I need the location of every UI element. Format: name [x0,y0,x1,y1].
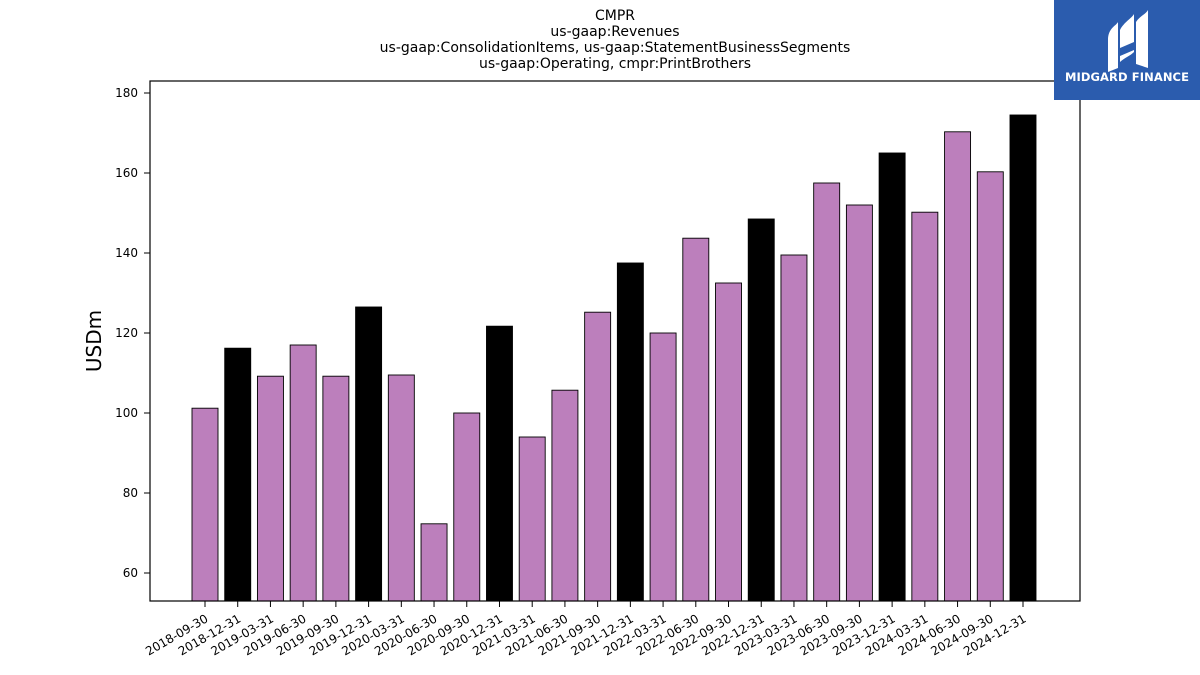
bar [224,347,252,602]
plot-frame [149,80,1081,602]
logo: MIDGARD FINANCE [1054,0,1200,100]
y-tick-label: 100 [115,406,138,420]
bar [780,254,808,602]
bar [355,306,383,602]
bar [911,211,939,602]
bar [453,412,481,602]
y-tick-label: 120 [115,326,138,340]
title-line: us-gaap:ConsolidationItems, us-gaap:Stat… [380,40,851,56]
y-axis-label: USDm [82,310,106,372]
bar [944,131,972,602]
bar [1009,114,1037,602]
bar [584,311,612,602]
title-line: us-gaap:Revenues [550,24,679,40]
bar [649,332,677,602]
bar [486,325,513,602]
chart-title: CMPRus-gaap:Revenuesus-gaap:Consolidatio… [380,8,851,72]
bar [682,237,710,602]
y-tick-label: 160 [115,166,138,180]
y-tick-label: 180 [115,86,138,100]
bar [551,389,579,602]
bar [289,344,317,602]
bar [420,523,448,602]
bar [845,204,873,602]
bar [878,152,906,602]
y-tick-label: 60 [123,566,138,580]
bar [715,282,742,602]
bar [813,182,841,602]
title-line: us-gaap:Operating, cmpr:PrintBrothers [479,56,751,72]
x-axis: 2018-09-302018-12-312019-03-312019-06-30… [143,601,1029,658]
bar [191,407,219,602]
bars [191,114,1037,602]
bar [387,374,415,602]
bar [747,218,775,602]
y-tick-label: 80 [123,486,138,500]
bar [518,436,546,602]
midgard-mark-icon [1108,10,1148,72]
bar [616,262,644,602]
bar [256,375,284,602]
title-line: CMPR [595,8,635,24]
y-tick-label: 140 [115,246,138,260]
y-axis: 60 80 100 120 140 160 180 [115,86,150,580]
bar [976,171,1004,602]
bar [322,375,350,602]
logo-text: MIDGARD FINANCE [1064,70,1190,84]
